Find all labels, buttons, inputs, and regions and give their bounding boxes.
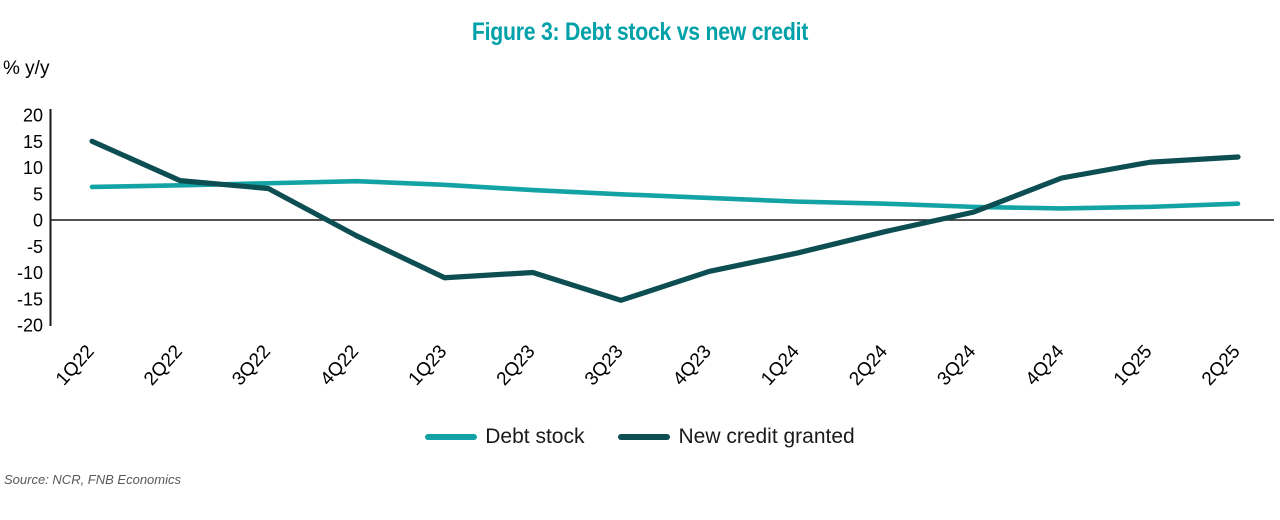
x-tick-label: 2Q24 [845, 341, 892, 390]
legend-line-debt-stock-icon [425, 434, 478, 440]
y-tick-label: -5 [27, 237, 43, 257]
x-tick-label: 3Q22 [228, 341, 275, 390]
y-tick-label: -20 [17, 316, 43, 336]
legend-item-new-credit: New credit granted [618, 425, 855, 449]
legend-item-debt-stock: Debt stock [425, 425, 584, 449]
x-tick-label: 4Q22 [316, 341, 363, 390]
x-tick-label: 1Q25 [1110, 341, 1157, 390]
y-tick-label: 15 [23, 132, 43, 152]
y-tick-label: -15 [17, 289, 43, 309]
y-tick-label: 5 [33, 184, 43, 204]
y-tick-label: 20 [23, 106, 43, 126]
x-tick-label: 4Q23 [669, 341, 716, 390]
legend: Debt stock New credit granted [0, 425, 1280, 449]
x-tick-label: 1Q23 [405, 341, 452, 390]
series-line-new-credit-granted [89, 138, 1241, 303]
y-tick-label: 10 [23, 158, 43, 178]
y-axis-unit-label: % y/y [3, 58, 50, 79]
x-tick-label: 1Q24 [757, 341, 804, 390]
y-tick-label: -10 [17, 263, 43, 283]
x-tick-label: 1Q22 [52, 341, 99, 390]
x-tick-label: 4Q24 [1022, 341, 1069, 390]
x-tick-label: 2Q23 [493, 341, 540, 390]
legend-label-debt-stock: Debt stock [485, 425, 585, 448]
series-line-debt-stock [89, 178, 1241, 211]
y-tick-label: 0 [33, 211, 43, 231]
x-tick-label: 2Q25 [1198, 341, 1245, 390]
x-tick-label: 3Q23 [581, 341, 628, 390]
source-note: Source: NCR, FNB Economics [4, 472, 181, 487]
legend-line-new-credit-icon [618, 434, 671, 440]
x-tick-label: 2Q22 [140, 341, 187, 390]
chart-title: Figure 3: Debt stock vs new credit [471, 18, 809, 46]
x-tick-label: 3Q24 [934, 341, 981, 390]
legend-label-new-credit: New credit granted [678, 425, 855, 448]
